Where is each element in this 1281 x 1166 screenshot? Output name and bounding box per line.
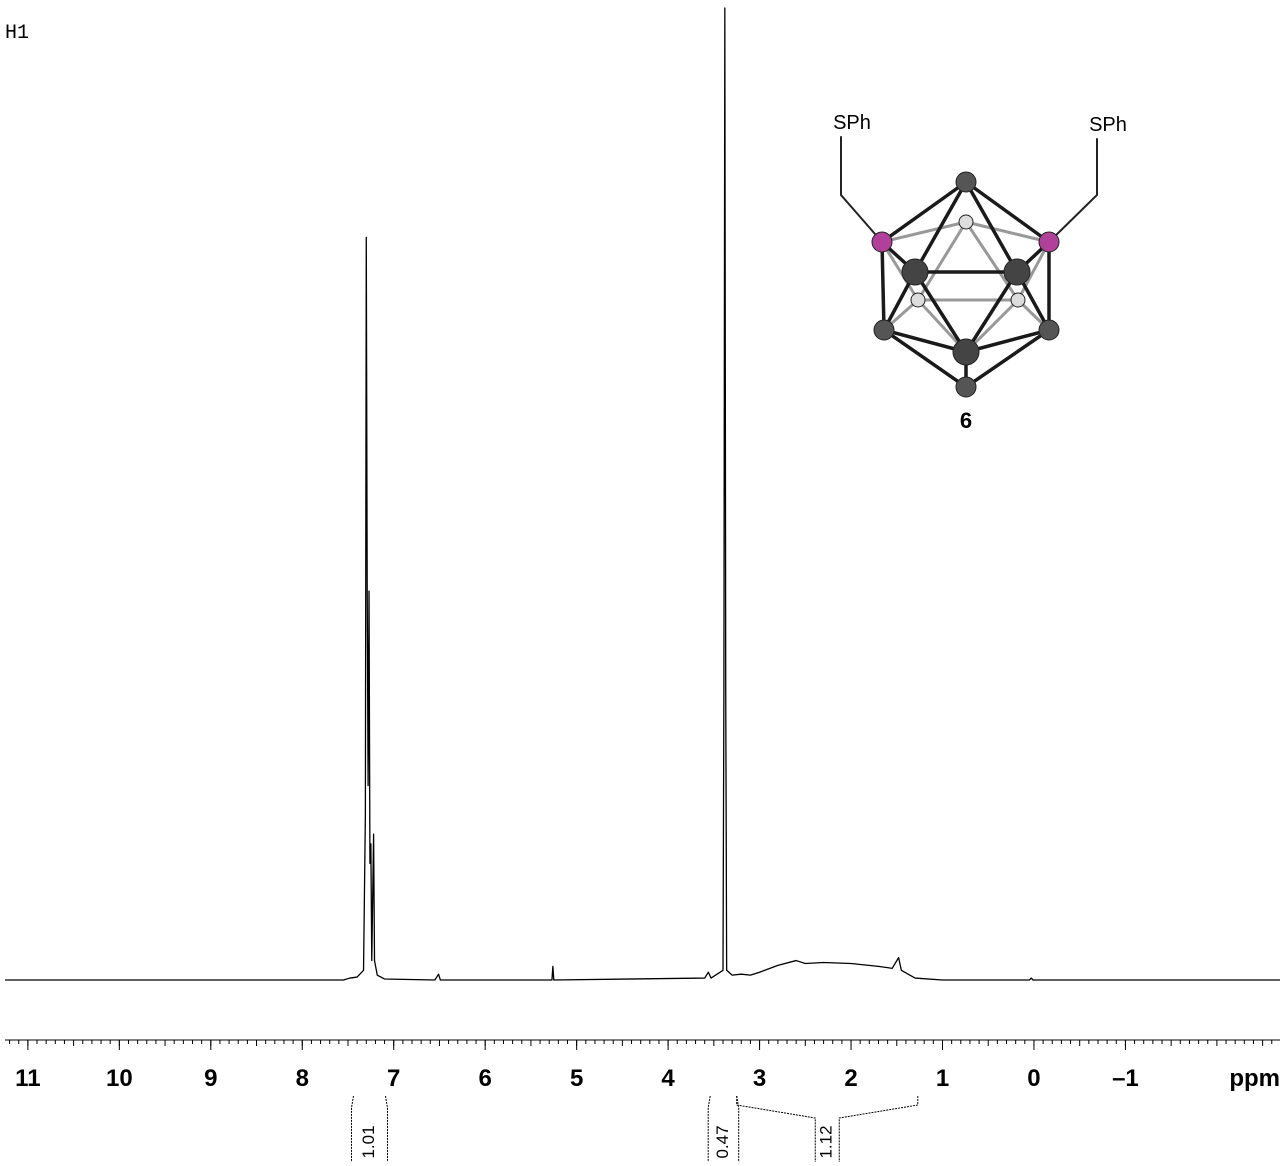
spectrum-label: H1 — [5, 22, 29, 45]
x-tick-label: –1 — [1112, 1065, 1139, 1092]
x-tick-label: 3 — [753, 1065, 766, 1092]
integral-label: 1.12 — [817, 1125, 836, 1158]
bond — [1049, 139, 1097, 242]
x-tick-label: 9 — [204, 1065, 217, 1092]
x-tick-label: 11 — [15, 1065, 40, 1092]
spectrum — [5, 8, 1280, 980]
x-tick-label: 5 — [570, 1065, 583, 1092]
atoms — [872, 172, 1059, 397]
substituent-label: SPh — [833, 112, 871, 134]
chart: H1 SPh SPh — [0, 0, 1281, 1166]
x-tick-label: 4 — [661, 1065, 675, 1092]
substituent-label: SPh — [1089, 114, 1127, 136]
integral-label: 1.01 — [359, 1125, 378, 1158]
x-tick-label: 1 — [936, 1065, 949, 1092]
x-tick-label: 8 — [296, 1065, 309, 1092]
x-tick-label: 7 — [387, 1065, 400, 1092]
integral-label: 0.47 — [713, 1125, 732, 1158]
x-tick-label: 6 — [479, 1065, 492, 1092]
page: H1 SPh SPh — [0, 0, 1281, 1166]
compound-label: 6 — [960, 408, 972, 433]
bond — [841, 137, 882, 242]
molecule: SPh SPh 6 — [833, 112, 1127, 433]
x-tick-label: 2 — [844, 1065, 857, 1092]
x-tick-label: 10 — [106, 1065, 133, 1092]
x-axis-label: ppm — [1229, 1065, 1280, 1092]
x-tick-label: 0 — [1027, 1065, 1040, 1092]
